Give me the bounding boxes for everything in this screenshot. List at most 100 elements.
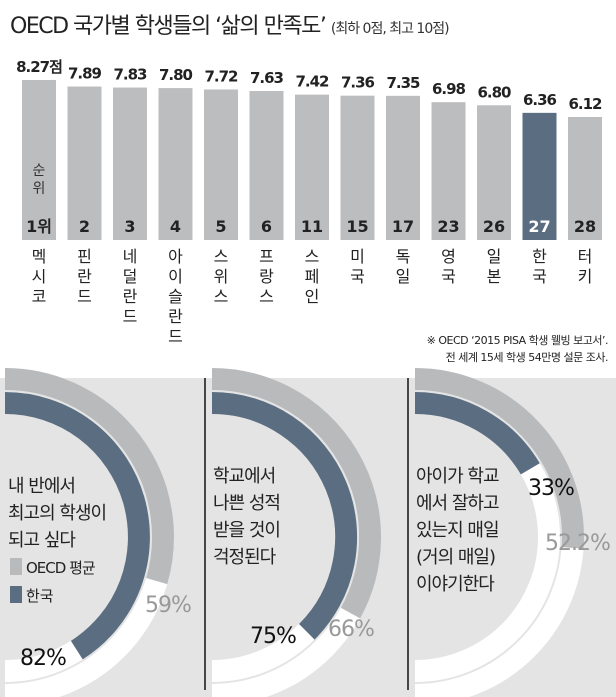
country-label-char: 일 <box>487 247 502 266</box>
country-label-char: 미 <box>350 247 365 266</box>
source-note: ※ OECD ‘2015 PISA 학생 웰빙 보고서’. 전 세계 15세 학… <box>426 332 609 366</box>
bar <box>522 112 557 240</box>
value-label: 6.98 <box>432 80 466 98</box>
bar <box>249 91 284 241</box>
question-text: 이야기한다 <box>416 574 495 595</box>
question-text: 걱정된다 <box>213 547 277 568</box>
legend-swatch-korea <box>10 586 22 603</box>
country-label-char: 네 <box>123 247 138 266</box>
value-label: 7.72 <box>204 67 238 85</box>
country-label-char: 인 <box>305 287 320 306</box>
value-label: 6.80 <box>477 83 511 101</box>
value-label: 6.12 <box>568 95 602 113</box>
country-label-char: 스 <box>214 287 229 306</box>
bar <box>204 89 238 241</box>
country-label-char: 드 <box>168 327 183 346</box>
country-label-char: 프 <box>259 247 274 266</box>
country-label-char: 핀 <box>77 247 92 266</box>
bar <box>386 95 420 240</box>
country-label-char: 영 <box>441 247 456 266</box>
question-text: 학교에서 <box>213 466 275 487</box>
value-label: 8.27점 <box>16 58 62 76</box>
question-text: 나쁜 성적 <box>213 493 280 514</box>
bar <box>477 105 511 240</box>
question-text: 최고의 학생이 <box>8 503 106 524</box>
country-label-char: 아 <box>168 247 183 266</box>
note-line: 전 세계 15세 학생 54만명 설문 조사. <box>445 351 609 364</box>
question-text: 되고 싶다 <box>8 530 76 551</box>
country-label-char: 스 <box>214 247 229 266</box>
bar <box>67 86 102 240</box>
country-label-char: 드 <box>77 287 92 306</box>
country-label-char: 국 <box>350 267 365 286</box>
oecd-percent: 52.2% <box>545 531 610 556</box>
country-label-char: 스 <box>259 287 274 306</box>
rank-label: 27 <box>528 217 550 236</box>
country-label-char: 슬 <box>168 287 183 306</box>
country-label-char: 덜 <box>123 267 138 286</box>
country-label-char: 이 <box>168 267 183 286</box>
korea-percent: 75% <box>250 624 296 649</box>
legend-label-oecd: OECD 평균 <box>26 559 96 577</box>
value-label: 7.36 <box>341 74 375 92</box>
korea-percent: 82% <box>20 646 66 671</box>
legend-swatch-oecd <box>10 558 22 575</box>
country-label-char: 시 <box>32 267 47 286</box>
rank-label: 2 <box>79 217 90 236</box>
country-label-char: 국 <box>441 267 456 286</box>
korea-percent: 33% <box>528 476 574 501</box>
country-label-char: 일 <box>396 267 411 286</box>
rank-label: 23 <box>437 217 459 236</box>
rank-label: 15 <box>346 217 368 236</box>
legend-label-korea: 한국 <box>26 587 54 605</box>
korea-arc <box>211 392 358 640</box>
country-label-char: 국 <box>532 267 547 286</box>
value-label: 6.36 <box>523 91 557 109</box>
rank-label: 11 <box>301 217 323 236</box>
oecd-arc <box>4 368 174 585</box>
country-label-char: 독 <box>396 247 411 266</box>
bar <box>295 94 329 241</box>
bar <box>340 95 375 240</box>
bar <box>568 116 602 240</box>
question-text: 에서 잘하고 <box>416 493 499 514</box>
country-label-char: 란 <box>77 267 92 286</box>
rank-label: 26 <box>483 217 505 236</box>
note-line: ※ OECD ‘2015 PISA 학생 웰빙 보고서’. <box>426 334 609 347</box>
question-text: 있는지 매일 <box>416 520 499 541</box>
value-label: 7.80 <box>159 66 193 84</box>
country-label-char: 키 <box>578 267 593 286</box>
rank-label: 28 <box>574 217 596 236</box>
country-label-char: 본 <box>487 267 502 286</box>
chart-title: OECD 국가별 학생들의 ‘삶의 만족도’ (최하 0점, 최고 10점) <box>10 8 450 40</box>
title-main: OECD 국가별 학생들의 ‘삶의 만족도’ <box>10 14 327 39</box>
value-label: 7.83 <box>113 66 147 84</box>
country-label-char: 랑 <box>259 267 274 286</box>
country-label-char: 한 <box>532 247 547 266</box>
rank-label: 1위 <box>26 217 52 236</box>
country-label-char: 란 <box>123 287 138 306</box>
rank-label: 17 <box>392 217 414 236</box>
value-label: 7.89 <box>68 65 102 83</box>
value-label: 7.42 <box>295 73 329 91</box>
question-text: 내 반에서 <box>8 476 75 497</box>
korea-arc <box>4 392 150 660</box>
country-label-char: 코 <box>32 287 47 306</box>
country-label-char: 멕 <box>32 247 47 266</box>
country-label-char: 란 <box>168 307 183 326</box>
value-label: 7.63 <box>250 69 284 87</box>
rank-caption-char: 위 <box>33 181 46 197</box>
rank-caption-char: 순 <box>33 163 46 179</box>
bar <box>158 88 193 240</box>
question-text: 아이가 학교 <box>416 466 499 487</box>
country-label-char: 터 <box>578 247 593 266</box>
oecd-arc <box>211 368 382 619</box>
oecd-percent: 66% <box>328 617 374 642</box>
korea-arc <box>414 392 540 475</box>
bar <box>22 80 56 240</box>
rank-label: 6 <box>261 217 272 236</box>
bar <box>431 102 466 240</box>
rank-label: 3 <box>124 217 135 236</box>
title-subtitle: (최하 0점, 최고 10점) <box>330 21 450 37</box>
question-text: (거의 매일) <box>416 547 495 568</box>
